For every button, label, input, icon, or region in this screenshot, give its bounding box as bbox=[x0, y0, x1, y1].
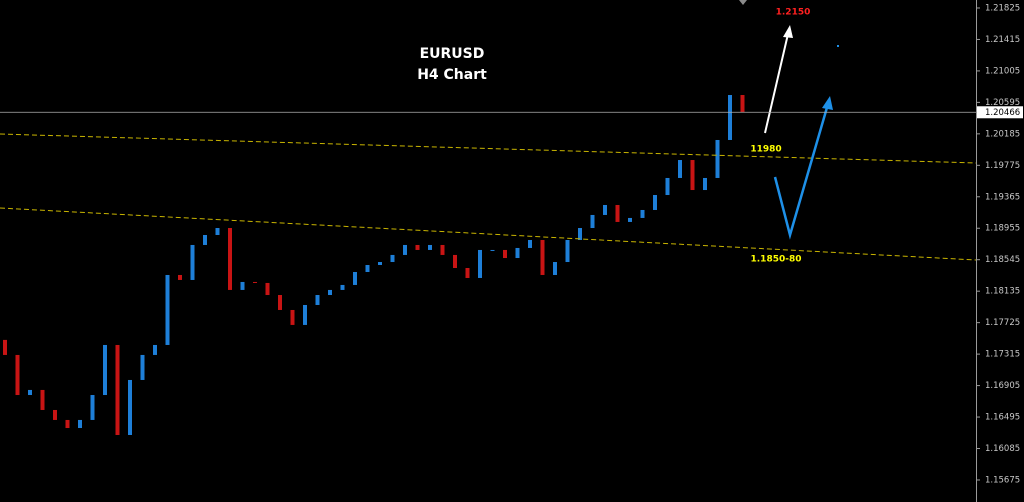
chart-title: EURUSD bbox=[420, 46, 485, 62]
candle-body bbox=[440, 244, 445, 255]
candle-body bbox=[378, 262, 382, 266]
candle-body bbox=[353, 271, 357, 285]
candle-body bbox=[540, 239, 545, 275]
candle-body bbox=[603, 204, 607, 215]
candle-body bbox=[640, 209, 645, 218]
annotation-target: 1.2150 bbox=[776, 8, 811, 18]
candle-body bbox=[715, 139, 720, 178]
candle-body bbox=[703, 177, 707, 191]
candle-body bbox=[28, 389, 32, 396]
y-tick-label: 1.18955 bbox=[985, 224, 1020, 234]
candle-body bbox=[453, 254, 457, 268]
candle-body bbox=[690, 160, 695, 191]
candle-body bbox=[103, 344, 107, 396]
shift-marker bbox=[739, 0, 747, 5]
annotation-resistance: 11980 bbox=[750, 145, 781, 155]
candle-body bbox=[315, 295, 320, 305]
plot-area bbox=[3, 95, 745, 436]
blue-arrow bbox=[773, 103, 830, 240]
y-tick-label: 1.17315 bbox=[985, 350, 1020, 360]
candle-body bbox=[465, 267, 470, 278]
y-tick-label: 1.18545 bbox=[985, 255, 1020, 265]
candle-body bbox=[490, 249, 495, 251]
candle-body bbox=[578, 228, 582, 240]
candle-body bbox=[178, 274, 182, 280]
candle-body bbox=[3, 339, 7, 355]
candle-body bbox=[15, 354, 20, 396]
candle-body bbox=[90, 395, 95, 420]
trend-line-lower bbox=[0, 207, 977, 261]
y-tick-label: 1.21825 bbox=[985, 3, 1020, 13]
candle-body bbox=[628, 217, 632, 222]
candle-body bbox=[190, 244, 195, 280]
candle-body bbox=[528, 239, 532, 248]
annotation-support: 1.1850-80 bbox=[751, 255, 802, 265]
y-tick-label: 1.15675 bbox=[985, 475, 1020, 485]
y-tick-label: 1.20595 bbox=[985, 98, 1020, 108]
candle-body bbox=[203, 234, 207, 245]
candle-body bbox=[40, 389, 45, 410]
candle-body bbox=[140, 354, 145, 380]
candle-body bbox=[740, 95, 745, 112]
y-tick-label: 1.20185 bbox=[985, 129, 1020, 139]
candle-body bbox=[153, 344, 157, 355]
candle-body bbox=[478, 249, 482, 278]
candle-body bbox=[290, 309, 295, 325]
candle-body bbox=[415, 244, 420, 250]
candle-body bbox=[215, 228, 220, 235]
y-tick-label: 1.18135 bbox=[985, 287, 1020, 297]
y-tick-label: 1.16495 bbox=[985, 413, 1020, 423]
blue-arrow-head bbox=[822, 96, 833, 110]
candle-body bbox=[340, 284, 345, 290]
candle-body bbox=[590, 214, 595, 229]
y-tick-label: 1.21005 bbox=[985, 66, 1020, 76]
candle-body bbox=[428, 244, 432, 250]
white-arrow-head bbox=[783, 25, 793, 38]
y-tick-label: 1.17725 bbox=[985, 318, 1020, 328]
candle-body bbox=[78, 419, 82, 429]
y-tick-label: 1.19775 bbox=[985, 161, 1020, 171]
y-tick-label: 1.16085 bbox=[985, 444, 1020, 454]
y-tick-label: 1.16905 bbox=[985, 381, 1020, 391]
candle-body bbox=[53, 409, 57, 420]
candle-body bbox=[615, 204, 620, 222]
candle-body bbox=[253, 281, 257, 283]
candle-body bbox=[240, 281, 245, 290]
candle-body bbox=[228, 228, 232, 290]
candle-body bbox=[328, 289, 332, 296]
white-arrow bbox=[764, 33, 789, 134]
candle-body bbox=[165, 274, 170, 345]
candle-body bbox=[265, 282, 270, 296]
y-tick-label: 1.21415 bbox=[985, 35, 1020, 45]
candle-body bbox=[565, 239, 570, 263]
candle-body bbox=[728, 95, 732, 140]
candle-body bbox=[365, 265, 370, 272]
candle-body bbox=[115, 344, 120, 436]
chart-subtitle: H4 Chart bbox=[417, 67, 487, 83]
candle-body bbox=[678, 160, 682, 178]
candle-body bbox=[515, 247, 520, 259]
candle-body bbox=[278, 295, 282, 310]
trend-line-upper bbox=[0, 133, 977, 164]
blue-dot bbox=[837, 45, 839, 47]
candle-body bbox=[128, 379, 132, 436]
candle-body bbox=[390, 254, 395, 263]
current-price-box bbox=[977, 106, 1023, 119]
candle-body bbox=[403, 244, 407, 255]
candle-body bbox=[303, 304, 307, 325]
y-tick-label: 1.19365 bbox=[985, 192, 1020, 202]
candle-body bbox=[503, 249, 507, 259]
current-price-label: 1.20466 bbox=[985, 108, 1020, 118]
candle-body bbox=[653, 195, 657, 210]
candle-body bbox=[553, 262, 557, 275]
candle-body bbox=[665, 177, 670, 196]
candle-body bbox=[65, 419, 70, 429]
